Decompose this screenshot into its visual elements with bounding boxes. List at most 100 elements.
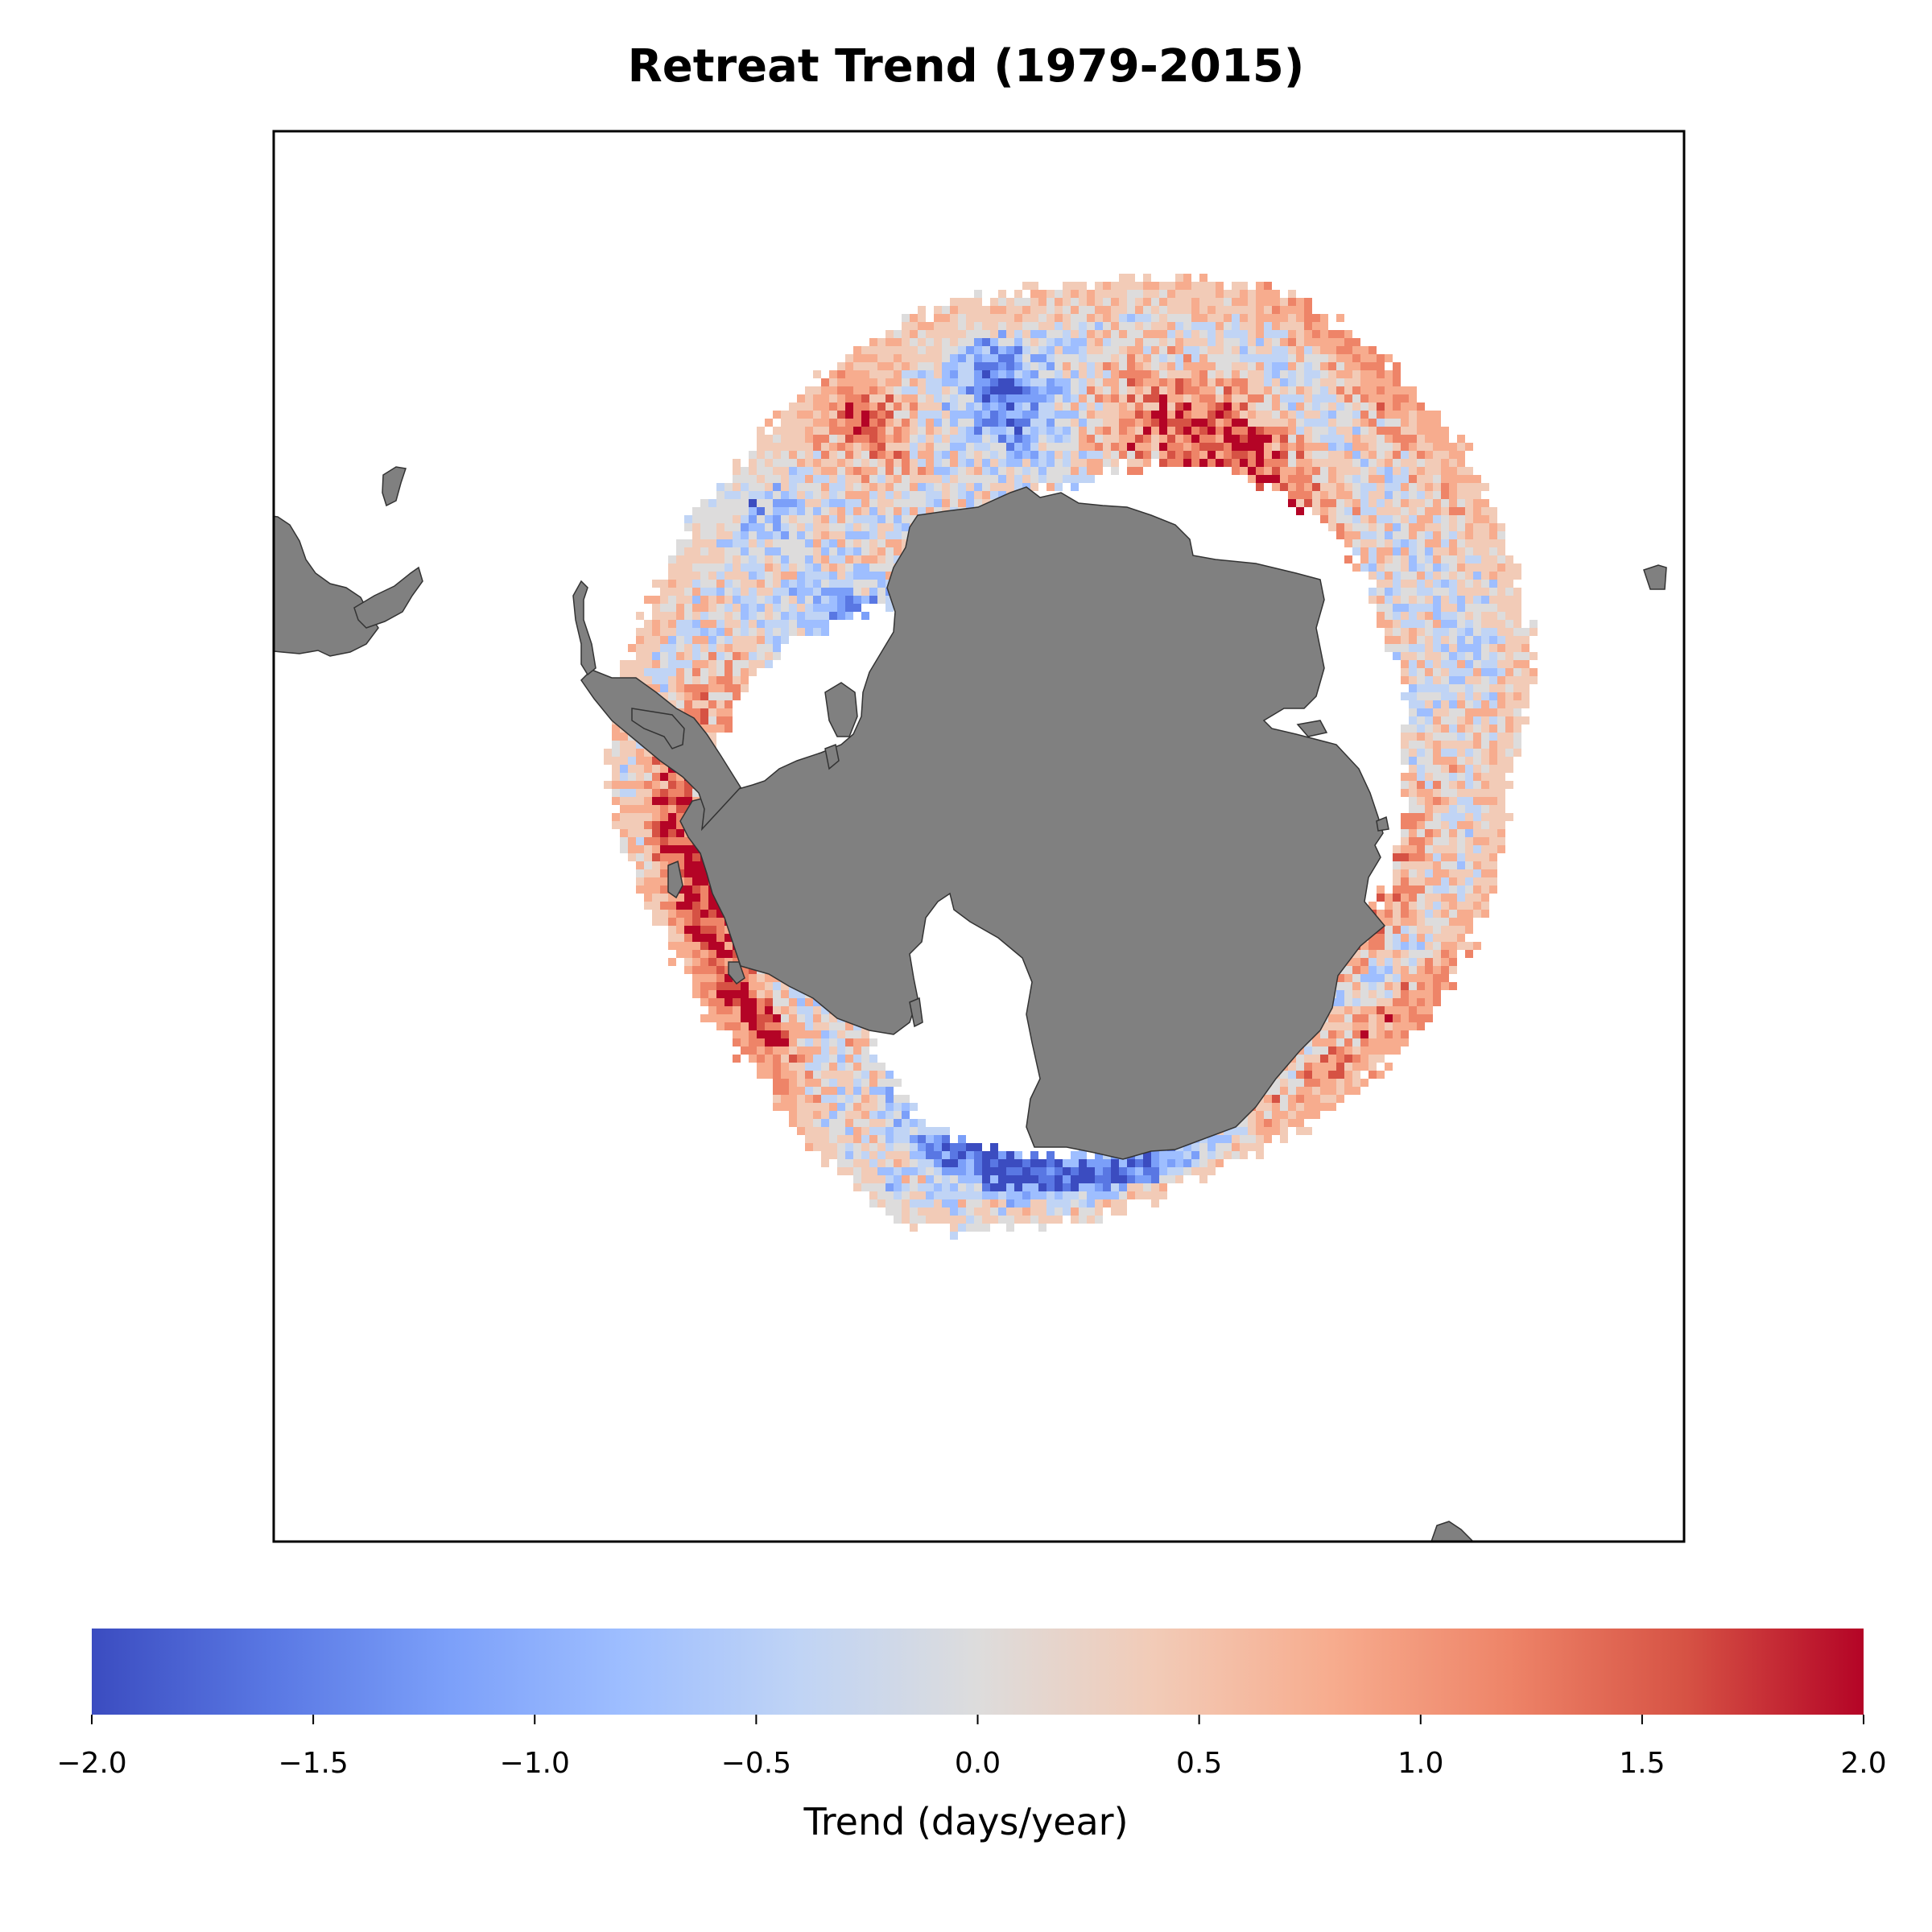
- trend-cell: [1401, 419, 1409, 427]
- trend-cell: [1489, 668, 1497, 676]
- trend-cell: [757, 467, 765, 475]
- trend-cell: [1240, 306, 1248, 314]
- trend-cell: [1288, 1119, 1296, 1127]
- trend-cell: [1393, 402, 1401, 411]
- trend-cell: [1433, 443, 1441, 451]
- trend-cell: [1368, 531, 1377, 539]
- trend-cell: [958, 322, 966, 330]
- trend-cell: [1183, 274, 1191, 282]
- trend-cell: [821, 1119, 829, 1127]
- trend-cell: [1368, 362, 1377, 370]
- trend-cell: [1336, 523, 1344, 531]
- trend-cell: [990, 1183, 998, 1191]
- trend-cell: [1127, 427, 1135, 435]
- trend-cell: [1304, 411, 1312, 419]
- trend-cell: [845, 572, 853, 580]
- trend-cell: [765, 620, 773, 628]
- trend-cell: [1208, 1143, 1216, 1151]
- trend-cell: [1393, 982, 1401, 990]
- trend-cell: [1095, 346, 1103, 354]
- trend-cell: [644, 869, 652, 877]
- trend-cell: [1022, 330, 1030, 338]
- trend-cell: [837, 507, 845, 515]
- trend-cell: [805, 1046, 813, 1055]
- trend-cell: [869, 1167, 877, 1175]
- trend-cell: [1151, 1175, 1159, 1183]
- trend-cell: [741, 596, 749, 604]
- trend-cell: [1304, 354, 1312, 362]
- trend-cell: [1401, 588, 1409, 596]
- trend-cell: [934, 338, 942, 346]
- trend-cell: [902, 499, 910, 507]
- trend-cell: [1441, 813, 1449, 821]
- trend-cell: [821, 491, 829, 499]
- trend-cell: [990, 354, 998, 362]
- trend-cell: [966, 354, 974, 362]
- trend-cell: [668, 918, 676, 926]
- trend-cell: [918, 451, 926, 459]
- trend-cell: [1264, 1111, 1272, 1119]
- trend-cell: [1505, 572, 1513, 580]
- trend-cell: [1393, 902, 1401, 910]
- trend-cell: [1256, 378, 1264, 386]
- trend-cell: [1344, 539, 1352, 547]
- trend-cell: [1232, 346, 1240, 354]
- trend-cell: [1159, 394, 1167, 402]
- trend-cell: [1393, 531, 1401, 539]
- trend-cell: [1079, 1167, 1087, 1175]
- trend-cell: [1143, 1167, 1151, 1175]
- trend-cell: [1505, 644, 1513, 652]
- trend-cell: [1433, 805, 1441, 813]
- trend-cell: [1167, 362, 1175, 370]
- trend-cell: [781, 1087, 789, 1095]
- trend-cell: [1481, 741, 1489, 749]
- trend-cell: [1336, 998, 1344, 1006]
- trend-cell: [1377, 427, 1385, 435]
- trend-cell: [1377, 564, 1385, 572]
- trend-cell: [1352, 354, 1360, 362]
- trend-cell: [1409, 660, 1417, 668]
- trend-cell: [749, 612, 757, 620]
- trend-cell: [1006, 346, 1014, 354]
- trend-cell: [1401, 966, 1409, 974]
- trend-cell: [1264, 378, 1272, 386]
- trend-cell: [636, 797, 644, 805]
- trend-cell: [1216, 370, 1224, 378]
- trend-cell: [1256, 370, 1264, 378]
- trend-cell: [1385, 427, 1393, 435]
- trend-cell: [1441, 797, 1449, 805]
- trend-cell: [781, 1063, 789, 1071]
- trend-cell: [821, 1135, 829, 1143]
- trend-cell: [821, 451, 829, 459]
- trend-cell: [1409, 861, 1417, 869]
- trend-cell: [1151, 322, 1159, 330]
- trend-cell: [700, 628, 708, 636]
- trend-cell: [966, 378, 974, 386]
- trend-cell: [733, 628, 741, 636]
- trend-cell: [1296, 306, 1304, 314]
- trend-cell: [1151, 338, 1159, 346]
- trend-cell: [998, 483, 1006, 491]
- trend-cell: [1232, 1151, 1240, 1159]
- trend-cell: [861, 1071, 869, 1079]
- trend-cell: [741, 644, 749, 652]
- trend-cell: [1312, 499, 1320, 507]
- trend-cell: [1473, 708, 1481, 716]
- trend-cell: [805, 1055, 813, 1063]
- trend-cell: [1240, 282, 1248, 290]
- trend-cell: [1038, 467, 1046, 475]
- trend-cell: [821, 612, 829, 620]
- trend-cell: [829, 1014, 837, 1022]
- trend-cell: [1030, 402, 1038, 411]
- trend-cell: [733, 475, 741, 483]
- trend-cell: [1030, 290, 1038, 298]
- trend-cell: [1377, 1014, 1385, 1022]
- trend-cell: [1449, 902, 1457, 910]
- trend-cell: [853, 1167, 861, 1175]
- trend-cell: [918, 467, 926, 475]
- trend-cell: [660, 684, 668, 692]
- trend-cell: [781, 459, 789, 467]
- trend-cell: [886, 1071, 894, 1079]
- trend-cell: [958, 394, 966, 402]
- trend-cell: [1393, 427, 1401, 435]
